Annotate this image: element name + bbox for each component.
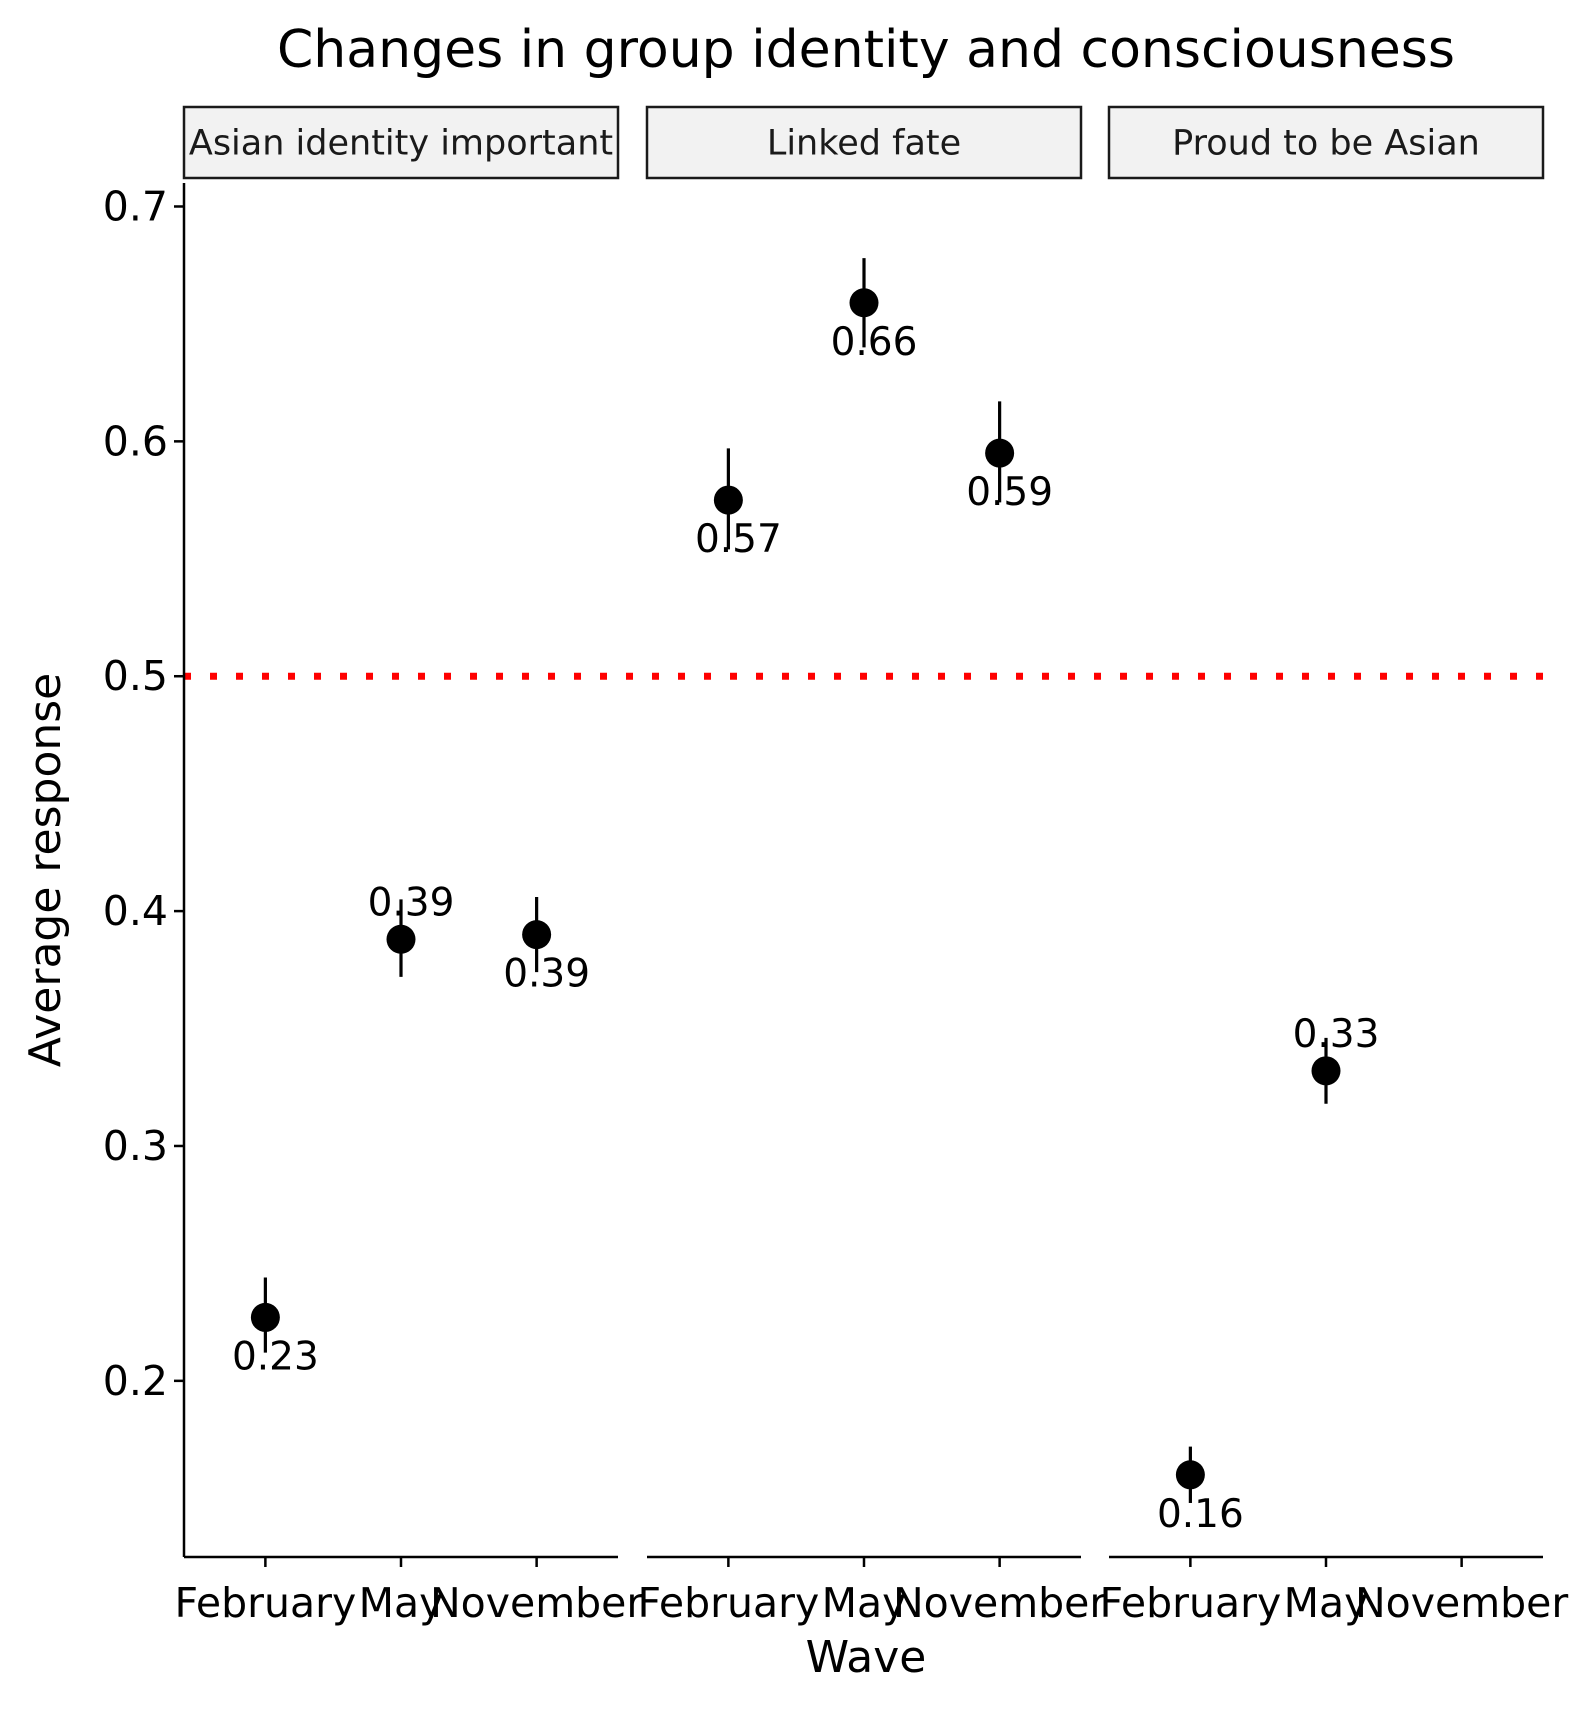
data-point	[985, 438, 1015, 468]
y-axis-title: Average response	[20, 673, 71, 1068]
x-tick-label: February	[1100, 1579, 1282, 1627]
x-tick-label: February	[638, 1579, 820, 1627]
data-label: 0.23	[232, 1334, 319, 1379]
data-label: 0.57	[695, 517, 782, 562]
y-tick-label: 0.7	[103, 182, 168, 230]
x-tick-label: May	[1284, 1579, 1369, 1627]
y-tick-label: 0.4	[103, 887, 168, 935]
x-tick-label: May	[359, 1579, 444, 1627]
facet-strip	[1107, 105, 1545, 180]
x-tick-label: February	[175, 1579, 357, 1627]
y-tick-label: 0.5	[103, 652, 168, 700]
chart-title: Changes in group identity and consciousn…	[277, 20, 1455, 80]
data-point	[713, 485, 743, 515]
data-point	[522, 920, 552, 950]
y-tick-label: 0.3	[103, 1122, 168, 1170]
facet-strip-label: Linked fate	[767, 124, 961, 164]
data-point	[250, 1302, 280, 1332]
data-label: 0.16	[1157, 1492, 1244, 1537]
y-tick-label: 0.2	[103, 1357, 168, 1405]
data-point	[1175, 1460, 1205, 1490]
facet-strip-label: Proud to be Asian	[1172, 124, 1480, 164]
plot-layer: 0.2 0.3 0.4 0.5 0.6 0.7 Asian identity importa…	[103, 105, 1568, 1627]
data-label: 0.33	[1293, 1012, 1380, 1057]
data-label: 0.39	[503, 952, 590, 997]
facet-strip	[645, 105, 1083, 180]
x-tick-label: May	[822, 1579, 907, 1627]
facet-strip	[182, 105, 620, 180]
data-label: 0.39	[368, 880, 455, 925]
data-label: 0.59	[966, 470, 1053, 515]
facet-strip-label: Asian identity important	[189, 124, 613, 164]
data-point	[1311, 1056, 1341, 1086]
x-tick-label: November	[893, 1579, 1106, 1627]
y-tick-label: 0.6	[103, 417, 168, 465]
x-axis-title: Wave	[806, 1632, 927, 1683]
data-point	[386, 924, 416, 954]
x-tick-label: November	[430, 1579, 643, 1627]
data-point	[849, 288, 879, 318]
x-tick-label: November	[1355, 1579, 1568, 1627]
data-label: 0.66	[831, 320, 918, 365]
